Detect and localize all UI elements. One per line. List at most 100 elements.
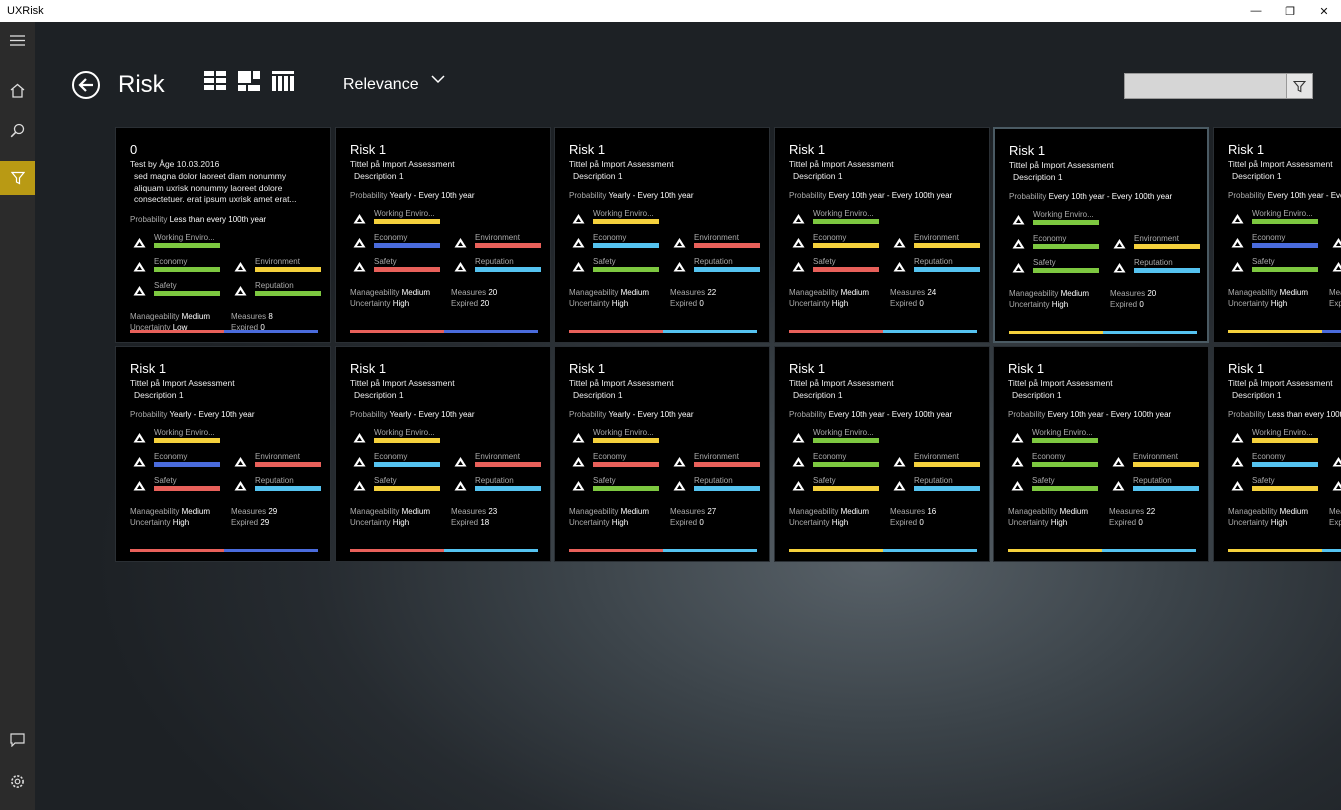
- risk-card[interactable]: Risk 1 Tittel på Import Assessment Descrip…: [993, 346, 1209, 562]
- maximize-button[interactable]: ❐: [1285, 5, 1295, 18]
- close-button[interactable]: ✕: [1319, 5, 1329, 18]
- status-segment: [1008, 549, 1102, 552]
- probability: Probability Yearly - Every 10th year: [569, 191, 694, 200]
- status-bar: [1228, 549, 1341, 552]
- list-view-icon[interactable]: [204, 70, 226, 92]
- status-segment: [1103, 331, 1197, 334]
- warning-icon: [792, 433, 805, 443]
- settings-button[interactable]: [0, 764, 35, 798]
- measures-block: Measures 23 Expired 18: [451, 506, 497, 528]
- status-segment: [130, 330, 224, 333]
- category-bar: [1134, 244, 1200, 249]
- measures: Measures: [1329, 288, 1341, 297]
- uncertainty: Uncertainty High: [569, 299, 629, 308]
- uncertainty-value: High: [172, 518, 190, 527]
- tile-view-icon[interactable]: [238, 70, 260, 92]
- hamburger-menu-button[interactable]: [0, 23, 35, 57]
- risk-name: Risk 1: [350, 142, 387, 157]
- measures-value: 20: [1147, 289, 1157, 298]
- warning-icon: [893, 238, 906, 248]
- measures-block: Measures 16 Expired 0: [890, 506, 936, 528]
- warning-icon: [673, 262, 686, 272]
- category-label: Reputation: [475, 257, 514, 266]
- manageability-block: Manageability Medium Uncertainty High: [789, 287, 869, 309]
- category-label: Reputation: [255, 281, 294, 290]
- status-bar: [569, 549, 757, 552]
- category-bar: [374, 438, 440, 443]
- category-working: Working Enviro...: [572, 209, 667, 229]
- home-button[interactable]: [0, 73, 35, 107]
- back-arrow-icon: [78, 78, 93, 92]
- category-label: Reputation: [914, 257, 953, 266]
- risk-description: Description 1: [573, 171, 623, 181]
- filter-nav-button[interactable]: [0, 161, 35, 195]
- probability: Probability Yearly - Every 10th year: [350, 191, 475, 200]
- category-bar: [475, 243, 541, 248]
- risk-card[interactable]: Risk 1 Tittel på Import Assessment Descrip…: [1213, 127, 1341, 343]
- status-segment: [130, 549, 224, 552]
- category-label: Reputation: [1133, 476, 1172, 485]
- back-button[interactable]: [72, 71, 100, 99]
- category-bar: [813, 219, 879, 224]
- category-label: Economy: [154, 452, 188, 461]
- category-economy: Economy: [792, 233, 887, 253]
- probability-value: Yearly - Every 10th year: [169, 410, 255, 419]
- probability-value: Every 10th year - Every 100th year: [828, 191, 953, 200]
- risk-card[interactable]: Risk 1 Tittel på Import Assessment Descrip…: [774, 346, 990, 562]
- risk-card[interactable]: Risk 1 Tittel på Import Assessment Descrip…: [335, 346, 551, 562]
- category-reputation: Reputation: [234, 476, 329, 496]
- search-filter-button[interactable]: [1286, 73, 1313, 99]
- risk-card[interactable]: Risk 1 Tittel på Import Assessment Descrip…: [335, 127, 551, 343]
- measures-value: 22: [707, 288, 717, 297]
- category-bar: [154, 438, 220, 443]
- chevron-down-icon[interactable]: [431, 74, 445, 84]
- probability: Probability Every 10th year - Every 100t…: [1228, 191, 1341, 200]
- risk-subtitle: Tittel på Import Assessment: [569, 378, 674, 388]
- category-label: Economy: [593, 452, 627, 461]
- grid-view-icon[interactable]: [272, 70, 294, 92]
- warning-icon: [1231, 481, 1244, 491]
- warning-icon: [1011, 481, 1024, 491]
- search-nav-button[interactable]: [0, 113, 35, 147]
- risk-card[interactable]: Risk 1 Tittel på Import Assessment Descrip…: [1213, 346, 1341, 562]
- sort-dropdown[interactable]: Relevance: [343, 76, 419, 93]
- risk-subtitle: Tittel på Import Assessment: [1009, 160, 1114, 170]
- warning-icon: [133, 457, 146, 467]
- category-safety: Safety: [353, 476, 448, 496]
- search-input[interactable]: [1124, 73, 1313, 99]
- measures-value: 27: [707, 507, 717, 516]
- category-label: Working Enviro...: [593, 209, 654, 218]
- expired-value: 18: [480, 518, 490, 527]
- risk-description: Description 1: [1232, 171, 1282, 181]
- risk-description: Description 1: [354, 390, 404, 400]
- category-label: Reputation: [1134, 258, 1173, 267]
- category-environment: Environment: [1113, 234, 1208, 254]
- status-bar: [350, 549, 538, 552]
- category-bar: [593, 486, 659, 491]
- risk-card[interactable]: Risk 1 Tittel på Import Assessment Descrip…: [774, 127, 990, 343]
- risk-description: Description 1: [793, 390, 843, 400]
- category-working: Working Enviro...: [133, 428, 228, 448]
- category-label: Environment: [694, 233, 739, 242]
- risk-card[interactable]: Risk 1 Tittel på Import Assessment Descrip…: [554, 127, 770, 343]
- expired-value: 0: [699, 518, 704, 527]
- category-environment: Environment: [673, 452, 768, 472]
- risk-card[interactable]: Risk 1 Tittel på Import Assessment Descrip…: [554, 346, 770, 562]
- risk-card[interactable]: 0 Test by Åge 10.03.2016 sed magna dolor l…: [115, 127, 331, 343]
- minimize-button[interactable]: —: [1250, 5, 1262, 17]
- category-label: Working Enviro...: [1032, 428, 1093, 437]
- expired-value: 0: [1138, 518, 1143, 527]
- category-label: Safety: [154, 281, 177, 290]
- feedback-button[interactable]: [0, 723, 35, 757]
- category-bar: [914, 462, 980, 467]
- category-label: Reputation: [914, 476, 953, 485]
- category-bar: [1252, 267, 1318, 272]
- uncertainty-value: High: [392, 299, 410, 308]
- category-bar: [813, 462, 879, 467]
- risk-card[interactable]: Risk 1 Tittel på Import Assessment Descrip…: [993, 127, 1209, 343]
- manageability-block: Manageability Medium Uncertainty High: [569, 506, 649, 528]
- manageability-block: Manageability Medium Uncertainty High: [789, 506, 869, 528]
- risk-card[interactable]: Risk 1 Tittel på Import Assessment Descrip…: [115, 346, 331, 562]
- category-bar: [1252, 438, 1318, 443]
- probability: Probability Every 10th year - Every 100t…: [1009, 192, 1173, 201]
